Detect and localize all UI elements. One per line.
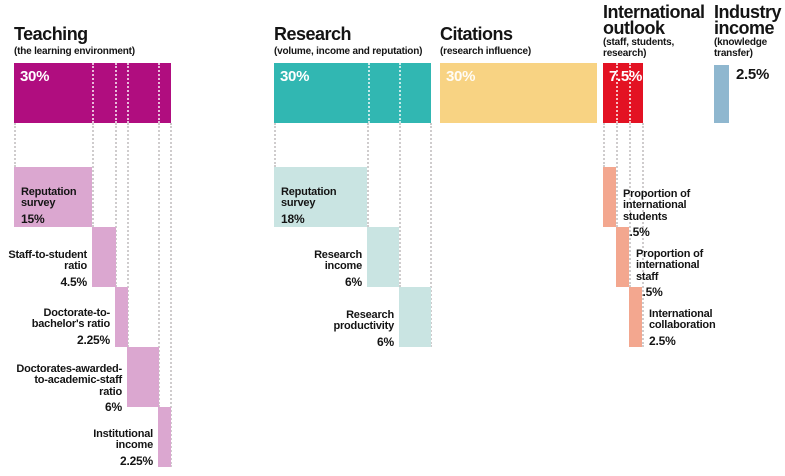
citations-subtitle: (research influence) <box>440 46 532 57</box>
component-label: International collaboration 2.5% <box>649 297 716 359</box>
drop-line <box>399 123 401 287</box>
component-weight: 2.25% <box>76 332 110 347</box>
component-label: Research income 6% <box>280 238 362 300</box>
component-label: Reputation survey 15% <box>21 175 77 237</box>
component-name: Proportion of international students <box>623 187 691 223</box>
component-weight: 2.25% <box>119 453 153 468</box>
component-name: Research productivity <box>333 308 394 332</box>
component-name: Institutional income <box>93 427 153 451</box>
teaching-title: Teaching <box>14 24 88 44</box>
component-name: Reputation survey <box>281 185 337 209</box>
drop-line <box>367 123 369 227</box>
research-block-income <box>367 227 399 287</box>
international-block-collaboration <box>629 287 642 347</box>
teaching-weight-label: 30% <box>20 68 50 85</box>
component-name: Staff-to-student ratio <box>8 248 87 272</box>
drop-line <box>158 123 160 407</box>
component-weight: 15% <box>21 211 45 226</box>
component-weight: 2.5% <box>623 225 650 239</box>
research-block-productivity <box>399 287 431 347</box>
bar-divider <box>616 63 618 123</box>
bar-divider <box>127 63 129 123</box>
international-block-students <box>603 167 616 227</box>
drop-line <box>642 123 644 347</box>
component-label: Institutional income 2.25% <box>20 417 153 476</box>
international-weight-bar: 7.5% <box>603 63 643 123</box>
industry-subtitle: (knowledge transfer) <box>714 37 768 59</box>
component-weight: 6% <box>377 334 394 349</box>
drop-line <box>430 123 432 347</box>
drop-line <box>274 123 276 167</box>
research-weight-label: 30% <box>280 68 310 85</box>
drop-line <box>14 123 16 167</box>
industry-weight-bar <box>714 65 729 123</box>
teaching-subtitle: (the learning environment) <box>14 46 135 57</box>
component-name: Reputation survey <box>21 185 77 209</box>
research-subtitle: (volume, income and reputation) <box>274 46 423 57</box>
bar-divider <box>368 63 370 123</box>
bar-divider <box>92 63 94 123</box>
drop-line <box>603 123 605 167</box>
teaching-block-reputation-survey: Reputation survey 15% <box>14 167 92 227</box>
component-weight: 4.5% <box>60 274 87 289</box>
drop-line <box>170 123 172 467</box>
international-weight-label: 7.5% <box>609 68 642 85</box>
research-weight-bar: 30% <box>274 63 431 123</box>
component-label: Research productivity 6% <box>280 298 394 360</box>
component-weight: 6% <box>105 400 122 414</box>
drop-line <box>616 123 618 227</box>
component-label: Doctorates-awarded- to-academic-staff ra… <box>0 352 122 425</box>
component-name: Doctorate-to- bachelor's ratio <box>31 306 110 330</box>
drop-line <box>127 123 129 347</box>
bar-divider <box>115 63 117 123</box>
teaching-block-staff-student <box>92 227 116 287</box>
citations-title: Citations <box>440 24 513 44</box>
drop-line <box>115 123 117 287</box>
component-weight: 2.5% <box>649 333 676 348</box>
teaching-block-doctorates-staff <box>127 347 159 407</box>
component-label: Reputation survey 18% <box>281 175 337 237</box>
component-label: Doctorate-to- bachelor's ratio 2.25% <box>0 296 110 358</box>
component-weight: 2.5% <box>636 285 663 299</box>
international-block-staff <box>616 227 629 287</box>
drop-line <box>629 123 631 287</box>
industry-weight-label: 2.5% <box>736 66 769 83</box>
teaching-block-institutional-income <box>158 407 171 467</box>
component-name: Research income <box>314 248 362 272</box>
drop-line <box>92 123 94 227</box>
bar-divider <box>629 63 631 123</box>
research-title: Research <box>274 24 352 44</box>
research-block-reputation-survey: Reputation survey 18% <box>274 167 367 227</box>
teaching-weight-bar: 30% <box>14 63 171 123</box>
component-label: Proportion of international staff 2.5% <box>636 237 703 310</box>
bar-divider <box>158 63 160 123</box>
component-label: Staff-to-student ratio 4.5% <box>0 238 87 300</box>
citations-weight-bar: 30% <box>440 63 597 123</box>
component-name: International collaboration <box>649 307 716 331</box>
international-subtitle: (staff, students, research) <box>603 37 675 59</box>
component-label: Proportion of international students 2.5… <box>623 177 690 250</box>
component-name: Doctorates-awarded- to-academic-staff ra… <box>16 362 122 398</box>
bar-divider <box>399 63 401 123</box>
component-weight: 6% <box>345 274 362 289</box>
component-name: Proportion of international staff <box>636 247 704 283</box>
teaching-block-doctorate-bachelor <box>115 287 128 347</box>
citations-weight-label: 30% <box>446 68 476 85</box>
industry-title: Industry income <box>714 2 782 38</box>
component-weight: 18% <box>281 211 305 226</box>
international-title: International outlook <box>603 2 705 38</box>
